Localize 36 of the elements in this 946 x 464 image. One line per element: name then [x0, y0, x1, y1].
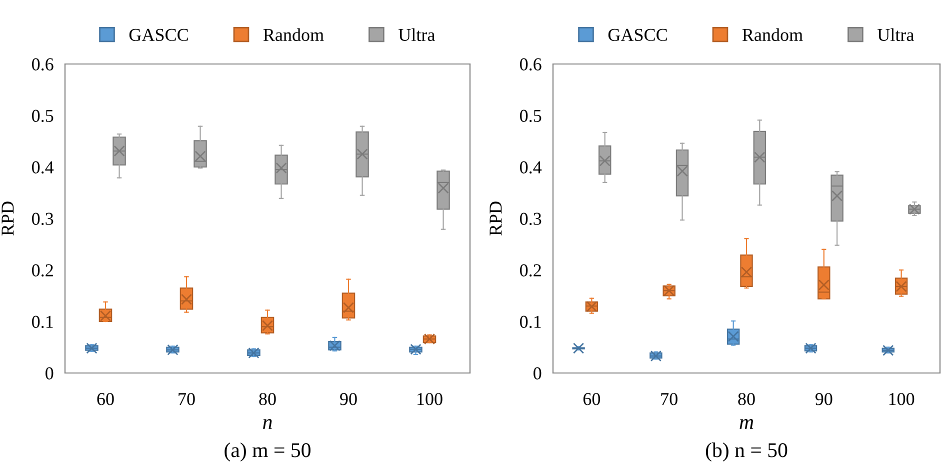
y-tick-label: 0.6 — [32, 58, 54, 71]
x-tick-label: 90 — [815, 392, 832, 406]
text: (b) n = 50 — [706, 442, 788, 462]
legend-label: GASCC — [129, 28, 188, 41]
y-tick-label: 0.3 — [520, 212, 542, 226]
y-tick-label: 0.1 — [32, 316, 53, 328]
y-tick-label: 0.5 — [32, 110, 54, 122]
x-tick-label: 60 — [583, 392, 600, 406]
x-tick-label: 60 — [97, 392, 114, 406]
x-tick-label: 100 — [418, 392, 442, 406]
text: (a) m = 50 — [224, 442, 310, 462]
legend-label: Random — [263, 28, 324, 41]
y-tick-label: 0.6 — [520, 58, 542, 71]
x-tick-label: 70 — [178, 392, 195, 406]
legend-label: Ultra — [877, 28, 914, 41]
y-tick-label: 0 — [534, 367, 542, 380]
y-tick-label: 0.4 — [520, 161, 542, 174]
x-tick-label: 90 — [340, 392, 357, 406]
x-axis-title: m — [740, 419, 754, 429]
y-tick-label: 0.5 — [520, 110, 542, 122]
y-tick-label: 0.2 — [32, 264, 53, 277]
y-axis-title: RPD — [490, 202, 502, 236]
y-tick-label: 0.4 — [32, 161, 54, 174]
legend-label: Random — [742, 28, 803, 41]
x-tick-label: 80 — [738, 392, 755, 406]
y-axis-title: RPD — [2, 202, 14, 236]
y-tick-label: 0.3 — [32, 212, 54, 226]
y-tick-label: 0 — [46, 367, 54, 380]
x-axis-title: n — [263, 419, 272, 429]
y-tick-label: 0.2 — [520, 264, 541, 277]
y-tick-label: 0.1 — [520, 316, 541, 328]
x-tick-label: 80 — [259, 392, 276, 406]
x-tick-label: 70 — [661, 392, 678, 406]
x-tick-label: 100 — [889, 392, 914, 406]
legend-label: Ultra — [398, 28, 435, 41]
legend-label: GASCC — [608, 28, 667, 41]
